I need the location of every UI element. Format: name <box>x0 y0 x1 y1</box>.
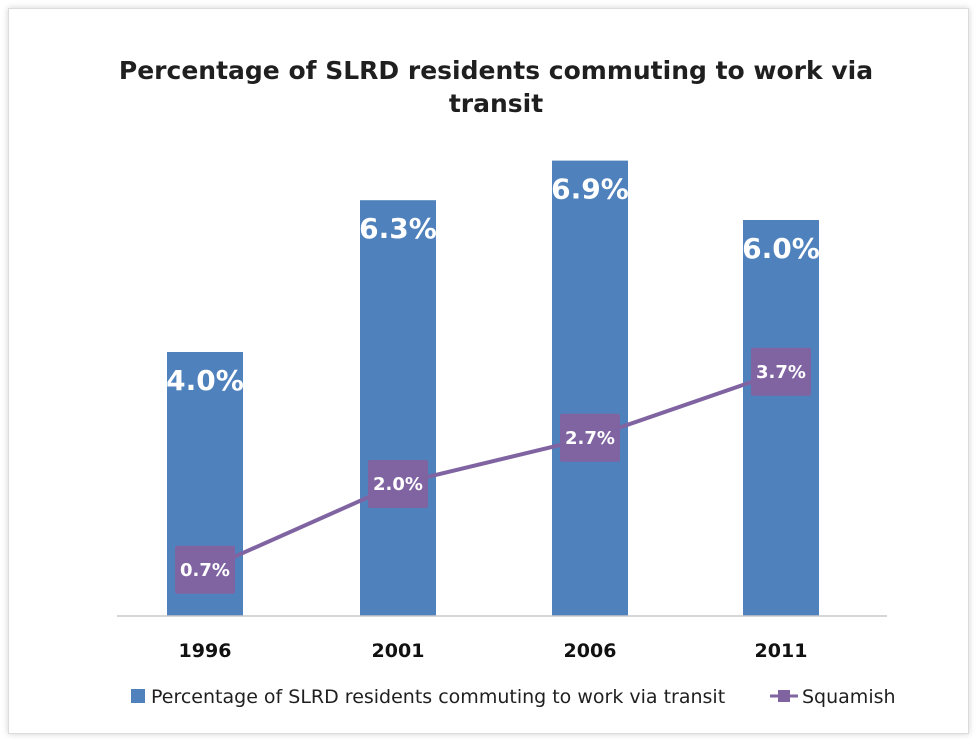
legend-bar-swatch <box>131 689 145 703</box>
legend-line-marker <box>778 690 790 702</box>
squamish-line <box>204 369 782 572</box>
squamish-value-label-2011: 3.7% <box>756 362 806 383</box>
legend-bar-label: Percentage of SLRD residents commuting t… <box>151 686 725 708</box>
x-tick-2006: 2006 <box>564 640 617 662</box>
squamish-value-label-2006: 2.7% <box>565 428 615 449</box>
squamish-marker-1996 <box>175 545 235 594</box>
x-tick-labels: 1996 2001 2006 2011 <box>179 640 808 662</box>
bars-layer: 4.0% 6.3% 6.9% 6.0% <box>166 160 820 616</box>
chart-frame: Percentage of SLRD residents commuting t… <box>8 8 969 734</box>
bar-value-label-2006: 6.9% <box>551 173 629 206</box>
line-layer: 0.7% 2.0% 2.7% 3.7% <box>175 347 811 594</box>
squamish-value-label-2001: 2.0% <box>373 474 423 495</box>
legend-line-label: Squamish <box>802 686 896 708</box>
legend: Percentage of SLRD residents commuting t… <box>131 686 896 708</box>
bar-value-label-2001: 6.3% <box>359 212 437 245</box>
bar-2006 <box>552 160 628 616</box>
squamish-marker-2006 <box>560 413 620 462</box>
squamish-marker-2011 <box>751 347 811 396</box>
bar-value-label-2011: 6.0% <box>742 232 820 265</box>
x-tick-1996: 1996 <box>179 640 232 662</box>
squamish-marker-2001 <box>368 460 428 508</box>
bar-2001 <box>360 200 436 616</box>
chart-title-line-2: transit <box>449 89 543 118</box>
squamish-value-label-1996: 0.7% <box>180 560 230 581</box>
bar-value-label-1996: 4.0% <box>166 364 244 397</box>
x-tick-2011: 2011 <box>755 640 808 662</box>
x-tick-2001: 2001 <box>372 640 425 662</box>
chart-title-line-1: Percentage of SLRD residents commuting t… <box>119 56 873 85</box>
chart-svg: Percentage of SLRD residents commuting t… <box>117 56 896 708</box>
bar-2011 <box>743 220 819 616</box>
